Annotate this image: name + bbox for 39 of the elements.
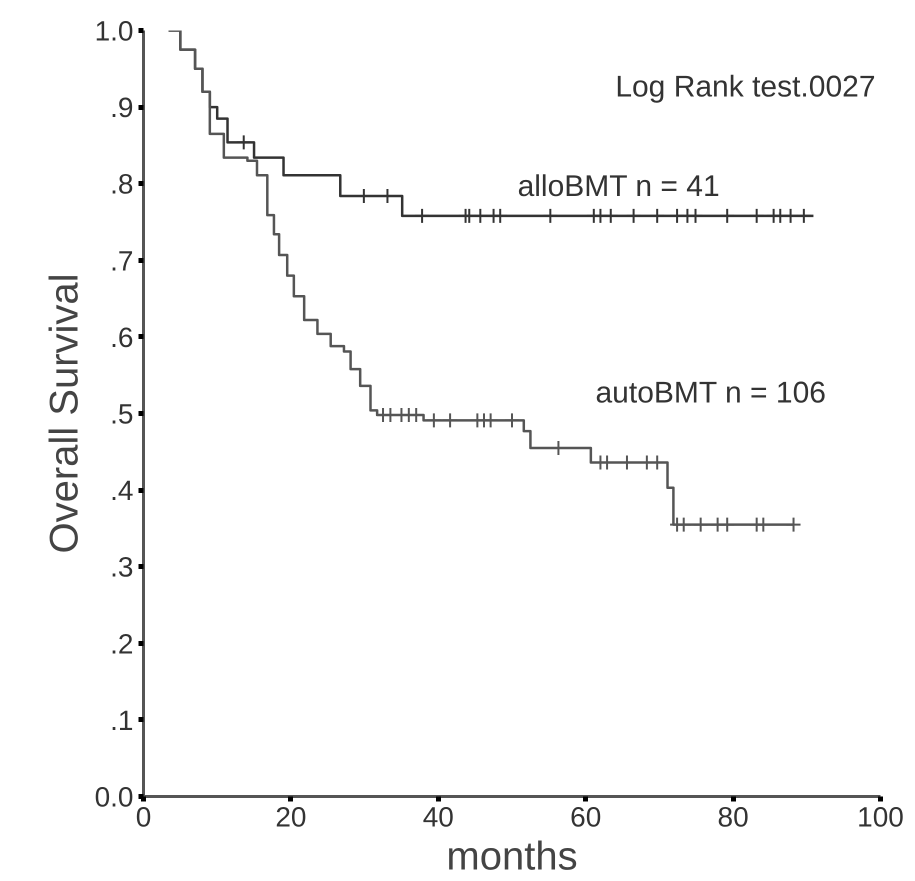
y-axis-title: Overall Survival	[42, 273, 87, 554]
series-label: alloBMT n = 41	[518, 170, 720, 203]
point	[786, 516, 802, 533]
point	[719, 208, 736, 224]
x-tick-label: 0	[136, 802, 152, 832]
y-tick-label: .1	[110, 704, 134, 736]
y-tick-label: .6	[110, 322, 134, 353]
point	[688, 208, 704, 224]
point	[649, 208, 666, 224]
point	[414, 208, 430, 224]
y-tick-label: .8	[110, 168, 134, 200]
point	[472, 208, 488, 224]
point	[692, 516, 709, 533]
x-tick-label: 80	[718, 802, 749, 832]
x-tick-label: 100	[857, 802, 904, 832]
y-tick-label: 1.0	[94, 16, 134, 46]
y-tick-label: .4	[110, 475, 134, 506]
point	[542, 208, 558, 224]
point	[602, 208, 619, 224]
x-axis-title: months	[446, 834, 578, 878]
point	[504, 412, 520, 428]
point	[442, 412, 458, 428]
y-tick-label: .5	[110, 398, 134, 430]
series-label: autoBMT n = 106	[596, 376, 826, 410]
point	[782, 208, 799, 224]
point	[626, 208, 642, 224]
x-tick-label: 20	[275, 802, 306, 832]
x-tick-label: 40	[422, 802, 454, 832]
y-tick-label: .9	[110, 92, 134, 124]
annotation: Log Rank test.0027	[615, 70, 876, 104]
point	[426, 412, 442, 428]
point	[748, 208, 765, 224]
y-tick-label: .7	[110, 245, 134, 276]
x-tick-label: 60	[570, 802, 602, 832]
point	[719, 516, 736, 533]
point	[236, 134, 252, 150]
y-tick-label: .2	[110, 628, 134, 660]
y-tick-label: .3	[110, 552, 134, 583]
y-tick-label: 0.0	[94, 782, 134, 812]
